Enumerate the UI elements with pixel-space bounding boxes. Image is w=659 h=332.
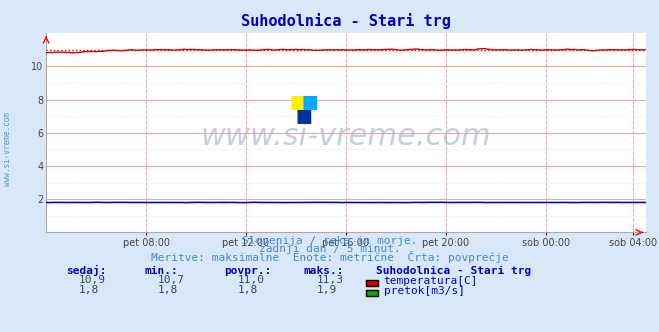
Text: zadnji dan / 5 minut.: zadnji dan / 5 minut. <box>258 244 401 254</box>
Text: temperatura[C]: temperatura[C] <box>384 276 478 286</box>
Text: min.:: min.: <box>145 266 179 276</box>
Text: povpr.:: povpr.: <box>224 266 272 276</box>
Text: 1,8: 1,8 <box>237 285 258 295</box>
Text: 11,0: 11,0 <box>237 275 264 285</box>
Text: sedaj:: sedaj: <box>66 265 106 276</box>
Text: pretok[m3/s]: pretok[m3/s] <box>384 286 465 296</box>
Text: ▪: ▪ <box>289 87 307 115</box>
Text: Slovenija / reke in morje.: Slovenija / reke in morje. <box>242 236 417 246</box>
Text: 11,3: 11,3 <box>316 275 343 285</box>
Text: 10,7: 10,7 <box>158 275 185 285</box>
Text: maks.:: maks.: <box>303 266 343 276</box>
Text: ▪: ▪ <box>301 87 320 115</box>
Text: 1,8: 1,8 <box>79 285 100 295</box>
Text: 10,9: 10,9 <box>79 275 106 285</box>
Text: 1,9: 1,9 <box>316 285 337 295</box>
Text: 1,8: 1,8 <box>158 285 179 295</box>
Text: Meritve: maksimalne  Enote: metrične  Črta: povprečje: Meritve: maksimalne Enote: metrične Črta… <box>151 251 508 263</box>
Text: www.si-vreme.com: www.si-vreme.com <box>200 122 492 151</box>
Title: Suhodolnica - Stari trg: Suhodolnica - Stari trg <box>241 13 451 29</box>
Text: Suhodolnica - Stari trg: Suhodolnica - Stari trg <box>376 266 531 276</box>
Text: ▪: ▪ <box>295 101 314 129</box>
Text: www.si-vreme.com: www.si-vreme.com <box>3 113 13 186</box>
